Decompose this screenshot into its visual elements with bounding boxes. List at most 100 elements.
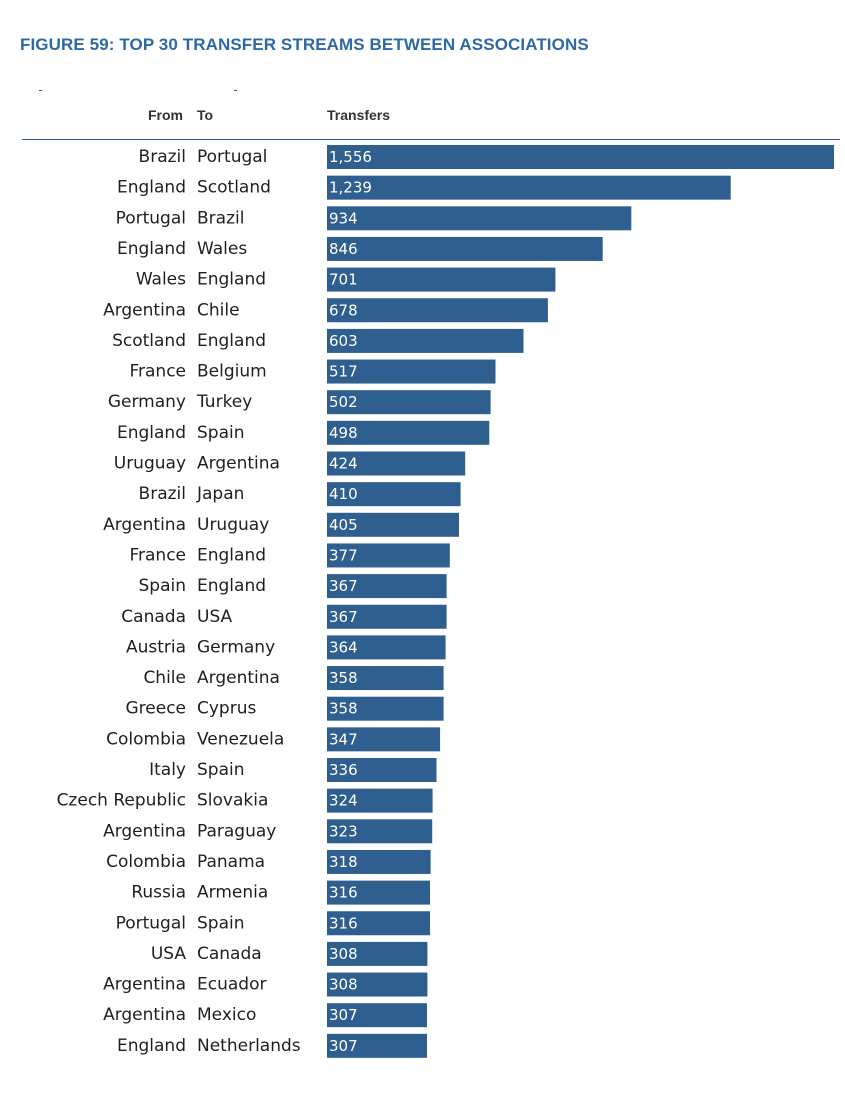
to-column-header: To — [197, 107, 214, 123]
transfer-bar — [327, 666, 444, 691]
transfer-bar — [327, 267, 556, 292]
from-association-label: Colombia — [106, 729, 186, 749]
bar-value-label: 308 — [329, 945, 358, 963]
from-association-label: Argentina — [103, 515, 186, 535]
to-association-label: Netherlands — [197, 1036, 301, 1056]
from-association-label: Argentina — [103, 1005, 186, 1025]
bar-value-label: 502 — [329, 393, 358, 411]
transfers-column-header: Transfers — [327, 107, 391, 123]
bar-value-label: 603 — [329, 332, 358, 350]
to-association-label: Brazil — [197, 208, 244, 228]
to-association-label: Belgium — [197, 362, 267, 382]
to-association-label: Scotland — [197, 178, 271, 198]
transfer-bar — [327, 543, 450, 568]
from-association-label: Germany — [108, 392, 186, 412]
transfer-bar — [327, 175, 731, 200]
to-association-label: Armenia — [197, 883, 268, 903]
transfer-bar — [327, 390, 491, 415]
transfer-bar — [327, 849, 431, 874]
bar-value-label: 323 — [329, 822, 358, 840]
to-association-label: Argentina — [197, 668, 280, 688]
bar-value-label: 498 — [329, 424, 358, 442]
transfer-bar — [327, 328, 524, 353]
bar-value-label: 367 — [329, 577, 358, 595]
bar-value-label: 424 — [329, 455, 358, 473]
transfer-bar — [327, 696, 444, 721]
header-rule — [22, 139, 840, 140]
from-association-label: Argentina — [103, 975, 186, 995]
to-association-label: Mexico — [197, 1005, 256, 1025]
transfer-bar — [327, 819, 433, 844]
transfer-bar — [327, 512, 459, 537]
to-association-label: Portugal — [197, 147, 267, 167]
to-association-label: Germany — [197, 637, 275, 657]
from-association-label: Russia — [131, 883, 186, 903]
to-association-label: England — [197, 331, 266, 351]
from-association-label: Greece — [125, 699, 186, 719]
transfer-bar — [327, 359, 496, 384]
to-association-label: England — [197, 545, 266, 565]
from-association-label: England — [117, 178, 186, 198]
from-association-label: Spain — [139, 576, 187, 596]
transfer-bar — [327, 758, 437, 782]
to-association-label: England — [197, 270, 266, 290]
to-association-label: Chile — [197, 300, 240, 320]
from-association-label: Czech Republic — [57, 791, 186, 811]
bar-value-label: 1,239 — [329, 179, 372, 197]
from-association-label: England — [117, 423, 186, 443]
transfer-bar — [327, 1033, 427, 1058]
to-association-label: Argentina — [197, 454, 280, 474]
bar-value-label: 934 — [329, 209, 358, 227]
transfer-bar — [327, 236, 603, 261]
transfer-bar — [327, 574, 447, 599]
to-association-label: Cyprus — [197, 699, 256, 719]
from-association-label: Austria — [126, 637, 186, 657]
from-association-label: Argentina — [103, 821, 186, 841]
bar-value-label: 1,556 — [329, 148, 372, 166]
bar-value-label: 846 — [329, 240, 358, 258]
from-association-label: Brazil — [139, 147, 186, 167]
bar-value-label: 324 — [329, 792, 358, 810]
transfer-bar — [327, 604, 447, 629]
to-association-label: England — [197, 576, 266, 596]
bar-value-label: 678 — [329, 301, 358, 319]
bar-value-label: 307 — [329, 1037, 358, 1055]
to-association-label: Spain — [197, 913, 245, 933]
from-association-label: France — [129, 362, 186, 382]
from-column-header: From — [148, 107, 183, 123]
to-association-label: Slovakia — [197, 791, 268, 811]
from-association-label: France — [129, 545, 186, 565]
transfer-bar — [327, 788, 433, 813]
bar-value-label: 318 — [329, 853, 358, 871]
transfer-bar — [327, 635, 446, 660]
transfer-bar — [327, 880, 430, 905]
transfer-bar — [327, 206, 632, 231]
from-association-label: USA — [151, 944, 187, 964]
bar-value-label: 336 — [329, 761, 358, 779]
transfer-bar — [327, 451, 466, 476]
bar-value-label: 308 — [329, 976, 358, 994]
bar-value-label: 364 — [329, 638, 358, 656]
from-association-label: Scotland — [112, 331, 186, 351]
to-association-label: Uruguay — [197, 515, 269, 535]
bar-value-label: 405 — [329, 516, 358, 534]
to-association-label: Panama — [197, 852, 265, 872]
to-association-label: USA — [197, 607, 233, 627]
to-association-label: Spain — [197, 760, 245, 780]
transfer-bar — [327, 482, 461, 507]
to-association-label: Canada — [197, 944, 262, 964]
from-association-label: Portugal — [116, 913, 186, 933]
bar-value-label: 410 — [329, 485, 358, 503]
transfer-bar — [327, 1003, 427, 1028]
bar-value-label: 347 — [329, 730, 358, 748]
from-association-label: Brazil — [139, 484, 186, 504]
to-association-label: Ecuador — [197, 975, 266, 995]
bar-value-label: 358 — [329, 669, 358, 687]
from-association-label: Uruguay — [114, 454, 186, 474]
transfer-bar — [327, 972, 428, 997]
from-association-label: Italy — [149, 760, 186, 780]
bar-value-label: 701 — [329, 271, 358, 289]
bar-value-label: 517 — [329, 363, 358, 381]
stray-mark — [39, 90, 42, 91]
figure-title: FIGURE 59: TOP 30 TRANSFER STREAMS BETWE… — [20, 35, 589, 54]
